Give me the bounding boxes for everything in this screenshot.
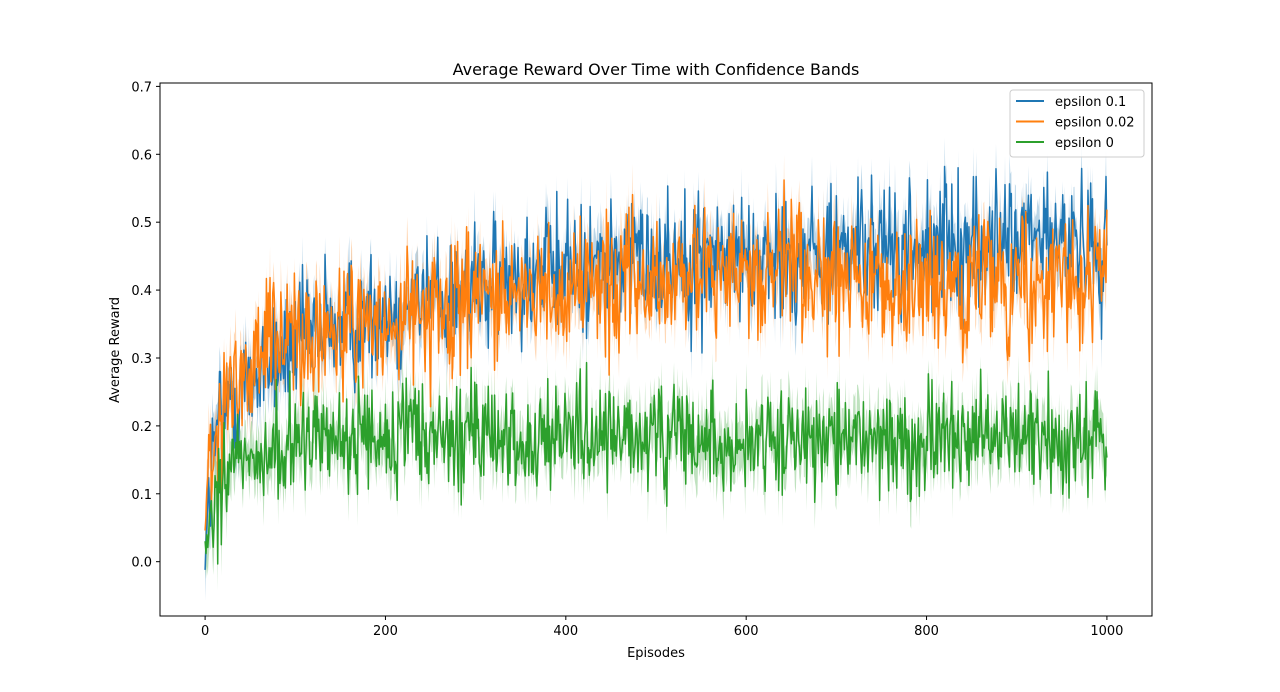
legend-label: epsilon 0.02 — [1055, 116, 1135, 131]
legend-label: epsilon 0 — [1055, 136, 1114, 151]
y-tick-label: 0.7 — [131, 80, 152, 95]
x-axis-ticks: 0 200 400 600 800 1000 — [201, 616, 1123, 639]
x-tick-label: 600 — [734, 624, 759, 639]
y-tick-label: 0.6 — [131, 148, 152, 163]
plot-area-frame — [159, 82, 1153, 617]
y-tick-label: 0.1 — [131, 488, 152, 503]
confidence-band — [205, 138, 1107, 601]
y-tick-label: 0.5 — [131, 216, 152, 231]
legend: epsilon 0.1 epsilon 0.02 epsilon 0 — [1009, 89, 1145, 158]
x-tick-label: 400 — [553, 624, 578, 639]
confidence-bands — [205, 138, 1107, 601]
y-axis-label: Average Reward — [108, 297, 123, 403]
series-line — [204, 361, 1108, 565]
y-tick-label: 0.2 — [131, 420, 152, 435]
chart-title: Average Reward Over Time with Confidence… — [453, 60, 860, 79]
y-tick-label: 0.3 — [131, 352, 152, 367]
x-tick-label: 1000 — [1090, 624, 1123, 639]
y-tick-label: 0.4 — [131, 284, 152, 299]
x-tick-label: 200 — [373, 624, 398, 639]
y-tick-label: 0.0 — [131, 556, 152, 571]
y-axis-ticks: 0.0 0.1 0.2 0.3 0.4 0.5 0.6 0.7 — [131, 80, 160, 571]
x-axis-label: Episodes — [627, 646, 685, 661]
series-line — [204, 179, 1108, 531]
x-tick-label: 800 — [914, 624, 939, 639]
series-lines — [204, 165, 1108, 570]
series-line — [204, 165, 1108, 570]
legend-label: epsilon 0.1 — [1055, 95, 1126, 110]
legend-box — [1009, 89, 1145, 158]
x-tick-label: 0 — [201, 624, 209, 639]
